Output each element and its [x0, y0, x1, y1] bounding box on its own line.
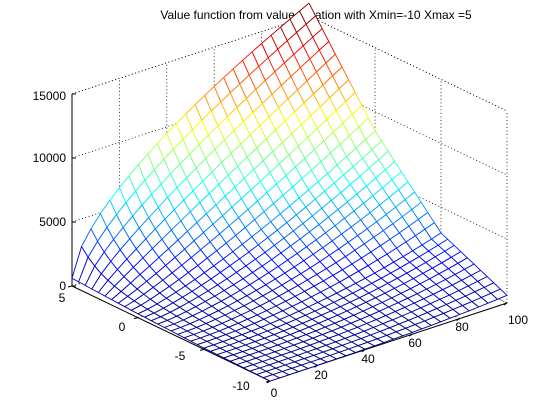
y-tick-label: 0: [119, 320, 126, 334]
y-tick-label: -5: [175, 349, 186, 363]
x-tick: [503, 302, 508, 306]
y-axis: [71, 285, 271, 382]
x-tick-label: 0: [271, 386, 278, 400]
z-tick-label: 15000: [33, 89, 67, 103]
z-tick-label: 10000: [33, 151, 67, 165]
surface-cell: [262, 374, 280, 382]
chart-title: Value function from value iteration with…: [160, 8, 472, 22]
x-tick: [456, 318, 460, 322]
surface-mesh: [71, 2, 508, 382]
x-tick-label: 20: [314, 368, 328, 382]
z-tick-label: 0: [59, 279, 66, 293]
x-tick: [361, 349, 366, 353]
z-tick-label: 5000: [39, 215, 66, 229]
x-tick-label: 100: [508, 313, 528, 327]
y-tick: [67, 285, 73, 288]
x-tick-label: 80: [455, 320, 469, 334]
y-tick-label: -10: [232, 379, 250, 393]
y-tick: [199, 348, 205, 351]
x-tick-label: 40: [361, 352, 375, 366]
x-tick-label: 60: [408, 336, 422, 350]
y-tick-label: 5: [59, 291, 66, 305]
y-tick: [133, 317, 139, 320]
x-tick: [408, 333, 413, 337]
